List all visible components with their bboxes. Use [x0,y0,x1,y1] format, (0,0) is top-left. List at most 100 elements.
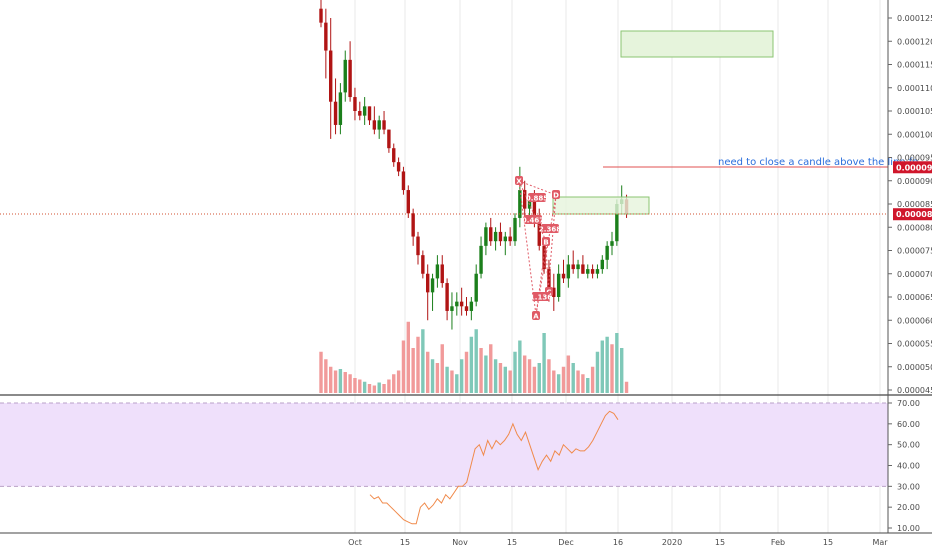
volume-bar [508,370,512,393]
candle-body [556,273,561,297]
rsi-band [0,403,888,487]
pattern-badge [541,224,559,233]
candle-body [489,227,493,242]
candle-body [610,241,614,246]
volume-bar [474,329,478,393]
volume-bar [547,359,551,393]
candle-body [469,301,474,311]
rsi-tick-label: 20.00 [897,503,920,512]
price-tags: 0.0000929 0.0000828 [893,161,932,221]
pattern-badge-label: 2.368 [539,226,561,234]
candle-body [372,120,377,130]
volume-bar [561,366,566,393]
volume-bar [353,378,357,393]
pattern-badge [532,311,540,320]
volume-bar [624,381,629,393]
time-axis[interactable]: Oct 15 Nov 15 Dec 16 2020 15 Feb 15 Mar [348,538,888,547]
volume-bar [484,355,488,393]
candle-body [595,269,600,274]
candle-body [382,120,386,130]
candle-body [576,264,580,270]
volume-bar [338,369,343,393]
annotation-note[interactable]: need to close a candle above the line fo [718,157,918,168]
volume-bar [430,359,435,393]
x-tick-label: Dec [558,538,573,547]
pattern-badge [542,237,550,246]
resistance-zone-box[interactable] [552,196,650,215]
rsi-axis[interactable]: 70.00 60.00 50.00 40.00 30.00 20.00 10.00 [888,399,920,533]
price-tag-label: 0.0000828 [896,210,932,219]
volume-bar [605,336,609,393]
candle-body [329,50,333,102]
candle-body [396,162,401,172]
x-tick-label: 2020 [662,538,682,547]
volume-bar [479,348,483,393]
candle-body [362,106,367,116]
y-tick-label: 0.0001050 [897,107,932,116]
y-tick-label: 0.0000450 [897,386,932,395]
candle-body [605,245,609,260]
pattern-badge [515,176,523,185]
volume-bar [372,385,377,393]
x-tick-label: Feb [771,538,785,547]
volume-bar [586,378,590,393]
candle-body [426,273,430,293]
volume-bar [348,374,352,393]
pattern-badge-label: A [533,313,539,321]
rsi-tick-label: 70.00 [897,399,920,408]
candle-body [333,101,338,125]
volume-bar [421,329,425,393]
candle-body [513,217,517,242]
candle-body [615,204,619,242]
volume-bar [620,348,624,393]
x-tick-label: 15 [507,538,517,547]
pattern-badge-label: 0.885 [526,195,548,203]
volume-bar [329,366,333,393]
volume-bar [426,351,430,393]
y-tick-label: 0.0000850 [897,200,932,209]
y-tick-label: 0.0000750 [897,247,932,256]
x-tick-label: 15 [715,538,725,547]
volume-bar [595,351,600,393]
candle-body [450,306,454,311]
y-tick-label: 0.0000900 [897,177,932,186]
candle-body [518,190,522,218]
volume-bar [324,359,328,393]
volume-bar [406,321,410,393]
candle-body [459,301,464,307]
candle-body [387,129,391,149]
candle-body [416,236,420,256]
pattern-badge-label: 0.467 [522,217,544,225]
candle-body [493,231,498,242]
volume-bar [610,344,614,393]
y-tick-label: 0.0001150 [897,61,932,70]
volume-bar [459,359,464,393]
price-axis[interactable]: 0.0001250 0.0001200 0.0001150 0.0001100 0.00… [888,14,932,395]
volume-bar [416,336,420,393]
pattern-badge-label: B [543,239,548,247]
pattern-badge [552,190,560,199]
volume-bar [542,333,546,393]
candle-body [600,259,604,270]
pattern-leg [518,180,547,242]
candle-body [411,213,415,237]
volume-bar [532,366,537,393]
x-tick-label: Nov [452,538,468,547]
volume-bar [382,384,386,393]
candle-body [508,236,512,242]
target-zone-box[interactable] [620,30,774,58]
candle-body [440,264,444,284]
volume-bar [503,366,507,393]
volume-bar [401,340,406,393]
candle-body [343,59,347,93]
rsi-tick-label: 30.00 [897,482,920,491]
y-tick-label: 0.0001000 [897,130,932,139]
x-tick-label: 16 [613,538,623,547]
x-tick-label: Mar [872,538,888,547]
pattern-badge-label: X [516,178,522,186]
candle-body [537,222,541,246]
y-tick-label: 0.0001200 [897,37,932,46]
candle-body [547,269,551,288]
